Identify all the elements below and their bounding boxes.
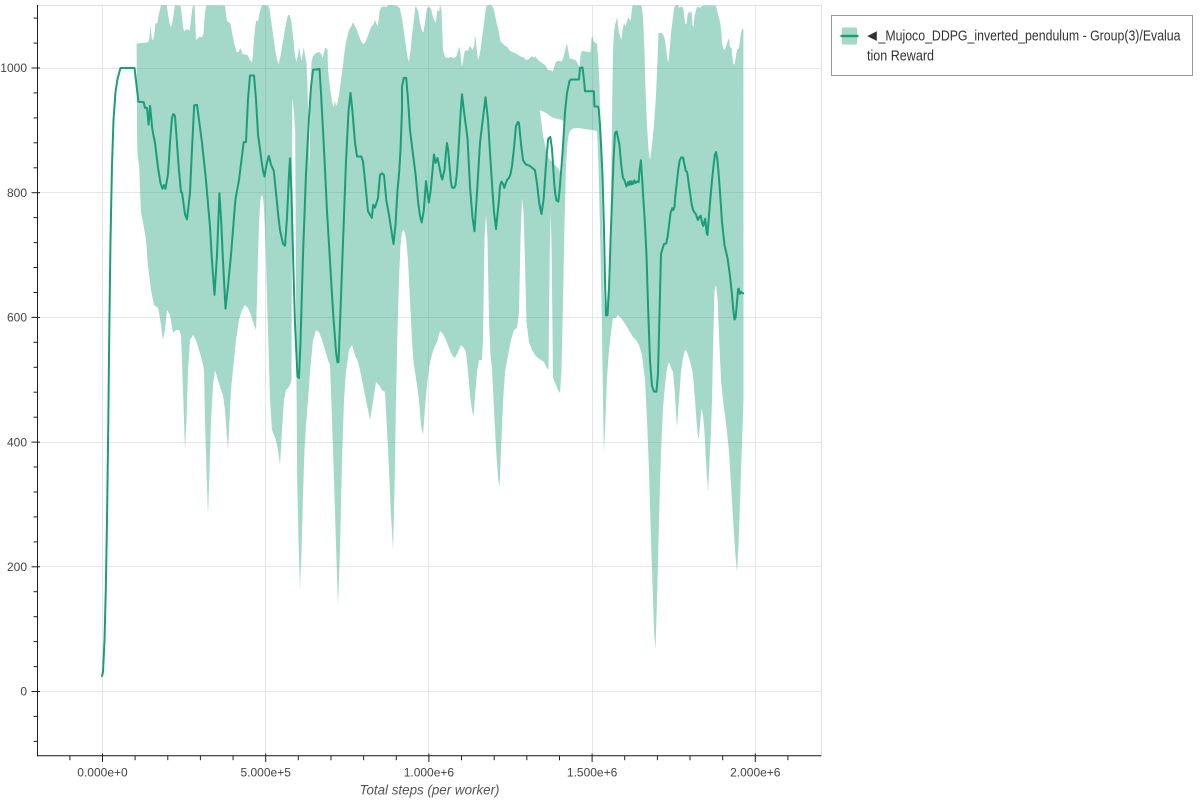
svg-text:0.000e+0: 0.000e+0 [77, 766, 128, 780]
svg-text:1000: 1000 [0, 61, 27, 75]
svg-text:1.500e+6: 1.500e+6 [567, 766, 618, 780]
svg-text:200: 200 [7, 560, 27, 574]
svg-text:2.000e+6: 2.000e+6 [730, 766, 781, 780]
svg-text:1.000e+6: 1.000e+6 [404, 766, 455, 780]
svg-text:Total steps (per worker): Total steps (per worker) [360, 783, 500, 798]
svg-text:0: 0 [20, 685, 27, 699]
svg-text:600: 600 [7, 311, 27, 325]
svg-text:_Mujoco_DDPG_inverted_pendulum: _Mujoco_DDPG_inverted_pendulum - Group(3… [878, 28, 1181, 45]
svg-text:tion Reward: tion Reward [867, 48, 934, 64]
svg-text:5.000e+5: 5.000e+5 [241, 766, 292, 780]
svg-text:800: 800 [7, 186, 27, 200]
svg-text:400: 400 [7, 435, 27, 449]
